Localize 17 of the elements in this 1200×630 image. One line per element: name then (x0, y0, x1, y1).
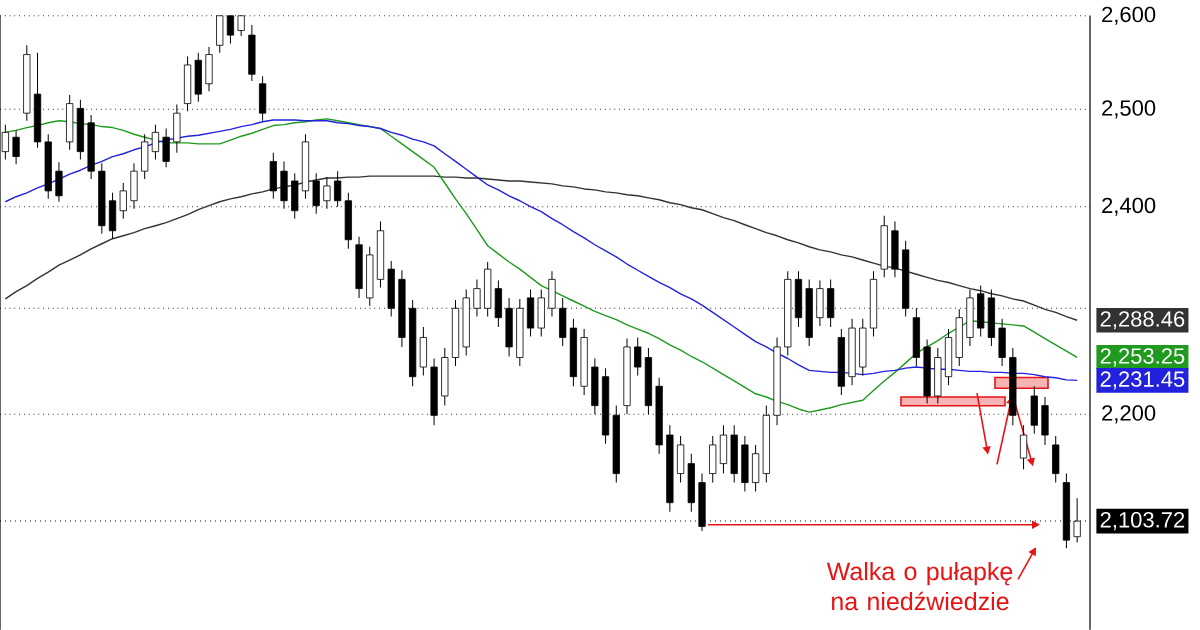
candlestick (119, 182, 127, 220)
candlestick (473, 278, 481, 318)
candlestick (151, 124, 160, 160)
ref-line-label: 2,103.72 (1100, 512, 1185, 531)
y-tick-label: 2,400 (1102, 197, 1156, 216)
y-tick-label: 2,600 (1102, 6, 1156, 25)
data-label: 2,288.46 (1100, 311, 1185, 330)
data-label: 2,253.25 (1100, 348, 1185, 367)
annotation: Walka o pułapkę na niedźwiedzie (826, 561, 1013, 611)
candlestick (323, 176, 331, 210)
y-tick-label: 2,500 (1102, 100, 1156, 119)
y-tick-label: 2,200 (1102, 405, 1156, 424)
candlestick (634, 336, 642, 377)
candlestick (334, 170, 342, 208)
candlestick (12, 129, 20, 165)
data-label: 2,231.45 (1100, 371, 1185, 390)
candlestick (1019, 424, 1028, 470)
